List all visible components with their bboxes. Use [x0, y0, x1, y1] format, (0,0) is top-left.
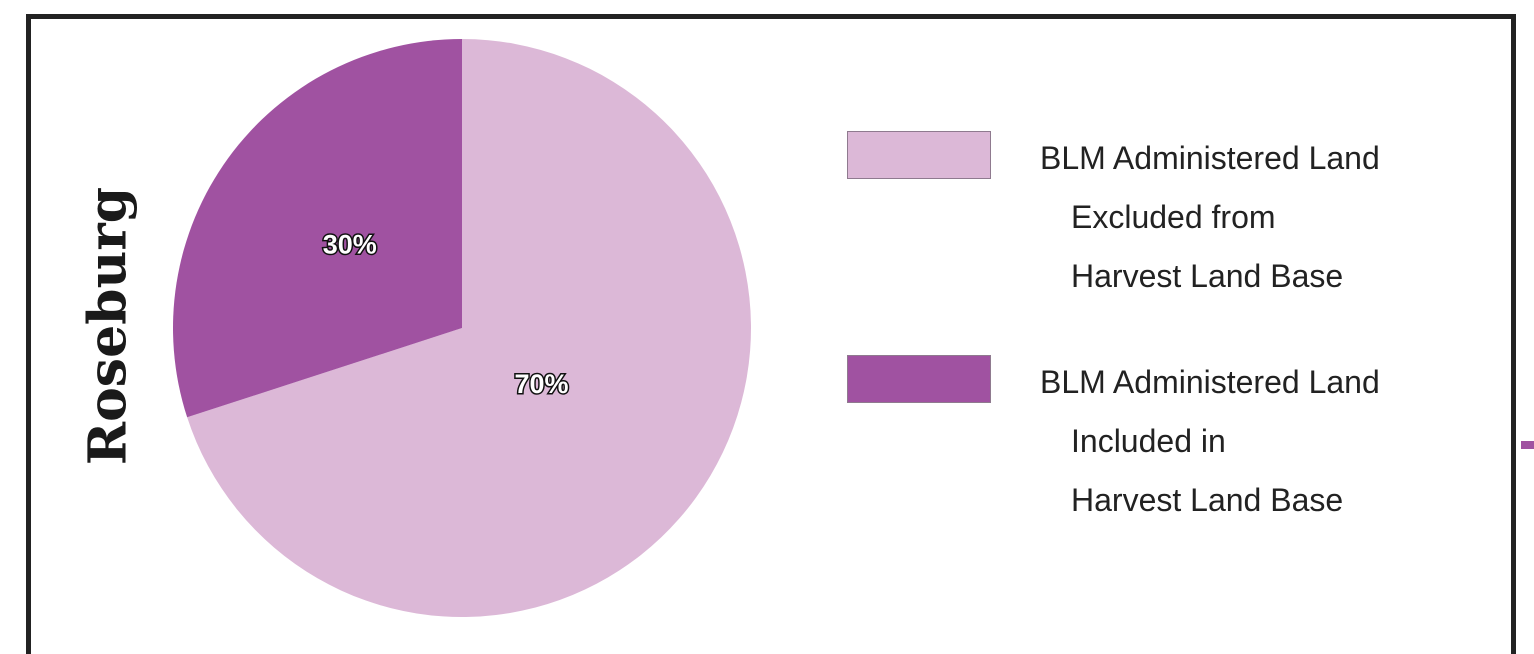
slice-percent-label: 30% — [323, 230, 377, 260]
pie-chart: 70% 30% — [172, 39, 752, 618]
legend-swatch-excluded — [847, 131, 991, 179]
legend-line: Harvest Land Base — [1071, 482, 1344, 518]
legend-line: Excluded from — [1071, 199, 1276, 235]
legend-line: BLM Administered Land — [1040, 140, 1380, 176]
slice-percent-label: 70% — [514, 369, 568, 399]
edge-mark — [1521, 441, 1534, 449]
legend-line: Included in — [1071, 423, 1226, 459]
chart-frame — [26, 14, 1516, 654]
legend-line: BLM Administered Land — [1040, 364, 1380, 400]
pie-slice — [187, 39, 752, 618]
legend-label-included: BLM Administered Land Included in Harves… — [1040, 353, 1380, 530]
legend-line: Harvest Land Base — [1071, 258, 1344, 294]
pie-slice — [172, 39, 462, 418]
legend-swatch-included — [847, 355, 991, 403]
legend-label-excluded: BLM Administered Land Excluded from Harv… — [1040, 129, 1380, 306]
